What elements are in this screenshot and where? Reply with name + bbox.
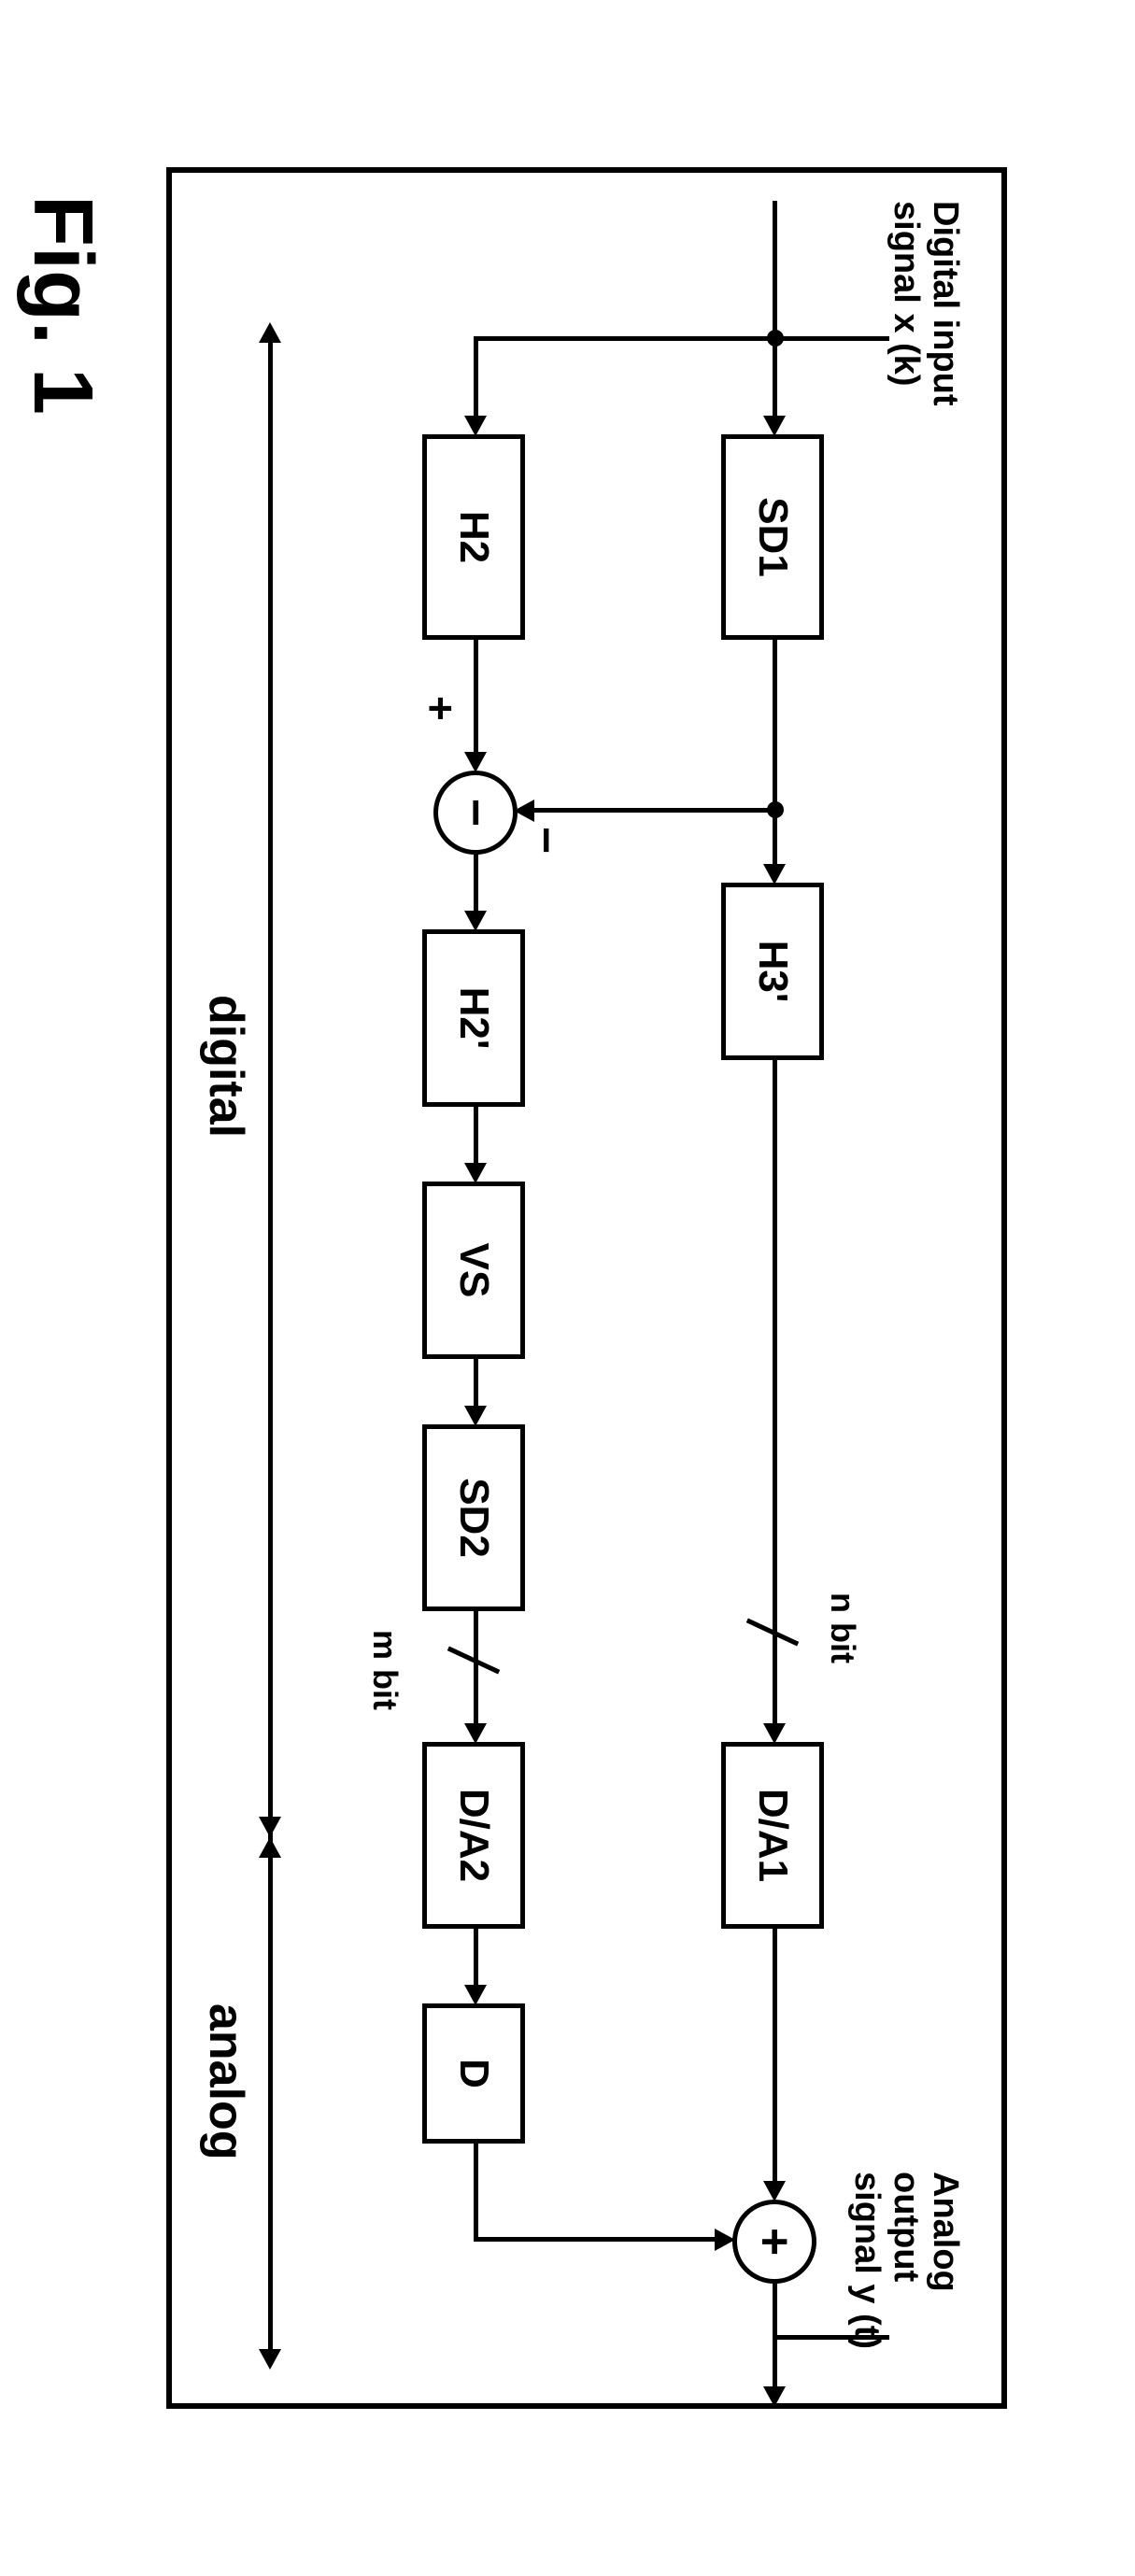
arrow-output xyxy=(763,2386,786,2407)
arrow-vs xyxy=(464,1163,487,1183)
input-down xyxy=(475,336,773,341)
label-mbit: m bit xyxy=(366,1630,404,1710)
sub-plus-sign: + xyxy=(417,696,464,721)
subtract-symbol: − xyxy=(447,799,504,827)
arrow-sub-l xyxy=(464,752,487,772)
block-da1: D/A1 xyxy=(721,1742,824,1929)
sum-circle: + xyxy=(732,2200,816,2284)
arrow-h2p xyxy=(464,911,487,931)
page: Digital input signal x (k) Analog output… xyxy=(19,19,1135,2557)
diagram-frame: Digital input signal x (k) Analog output… xyxy=(166,167,1007,2409)
arrow-da2 xyxy=(464,1723,487,1744)
domain-arrow-r1 xyxy=(259,1817,281,1837)
domain-arrow-l2 xyxy=(259,1837,281,1858)
sd1-down xyxy=(520,808,773,813)
label-nbit: n bit xyxy=(824,1592,861,1663)
arrow-h2 xyxy=(464,416,487,436)
input-vline xyxy=(773,336,889,341)
arrow-d xyxy=(464,1985,487,2005)
arrow-h3p xyxy=(763,864,786,885)
input-label: Digital input signal x (k) xyxy=(886,201,964,406)
figure-label: Fig. 1 xyxy=(14,195,110,415)
arrow-sd1 xyxy=(763,416,786,436)
sum-symbol: + xyxy=(746,2228,802,2256)
rotated-container: Digital input signal x (k) Analog output… xyxy=(166,167,1007,2409)
domain-arrow-r2 xyxy=(259,2349,281,2370)
line-sd1-out xyxy=(773,640,777,808)
arrow-sum-b xyxy=(715,2229,735,2251)
subtract-circle: − xyxy=(433,771,518,855)
domain-arrow-l xyxy=(259,322,281,343)
arrow-sum-l xyxy=(763,2181,786,2201)
arrow-sub-top xyxy=(514,800,534,822)
sub-minus-sign: − xyxy=(520,827,572,854)
line-da1-sum xyxy=(773,1929,777,2190)
block-sd2: SD2 xyxy=(422,1424,525,1611)
block-h2: H2 xyxy=(422,434,525,640)
block-sd1: SD1 xyxy=(721,434,824,640)
output-label: Analog output signal y (t) xyxy=(846,2172,963,2403)
line-sd2-da2 xyxy=(474,1611,478,1733)
block-d: D xyxy=(422,2003,525,2144)
arrow-da1 xyxy=(763,1723,786,1744)
domain-analog: analog xyxy=(198,2003,254,2160)
block-vs: VS xyxy=(422,1182,525,1359)
output-vline xyxy=(773,2335,889,2340)
line-d-up xyxy=(474,2237,731,2242)
domain-digital: digital xyxy=(198,995,254,1138)
block-da2: D/A2 xyxy=(422,1742,525,1929)
input-line xyxy=(773,201,777,341)
block-h3p: H3' xyxy=(721,883,824,1060)
line-sum-out xyxy=(773,2284,777,2396)
arrow-sd2 xyxy=(464,1406,487,1426)
line-h2-sub xyxy=(474,640,478,761)
block-h2p: H2' xyxy=(422,929,525,1107)
line-d-right xyxy=(474,2144,478,2240)
domain-line xyxy=(268,341,273,2358)
